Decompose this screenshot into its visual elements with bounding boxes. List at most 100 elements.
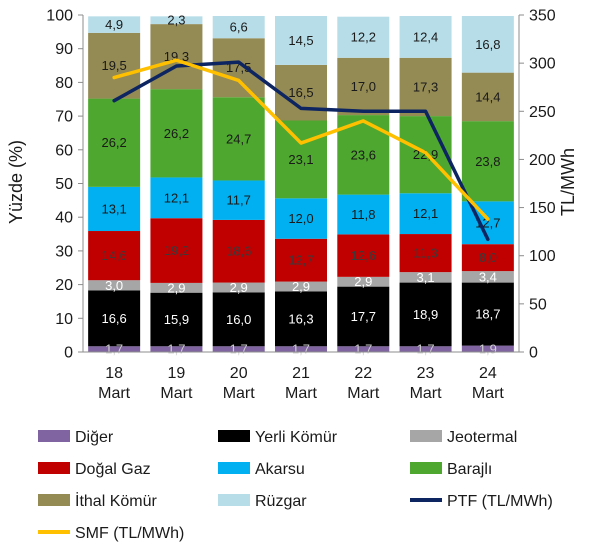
segment-label: 13,1	[101, 201, 126, 216]
line-series-0	[112, 60, 490, 242]
bar-segment-5-6	[461, 121, 514, 202]
bar-segment-4-2	[212, 180, 265, 220]
bar-segment-1-2	[212, 292, 265, 347]
x-category-label: Mart	[472, 385, 505, 402]
legend: Diğer Yerli Kömür Jeotermal Doğal Gaz Akarsu…	[38, 429, 553, 542]
right-tick-label: 350	[529, 8, 556, 25]
segment-label: 2,9	[354, 274, 372, 289]
legend-label: İthal Kömür	[75, 491, 157, 510]
left-tick-label: 100	[46, 8, 73, 25]
bar-segment-2-0	[88, 280, 141, 291]
segment-label: 4,9	[105, 17, 123, 32]
legend-label: Akarsu	[255, 461, 305, 478]
x-category-label: 20	[230, 365, 248, 382]
bar-segment-3-3	[275, 238, 327, 282]
bar-segment-7-4	[337, 16, 390, 58]
legend-swatch	[38, 494, 70, 506]
legend-label: Jeotermal	[447, 429, 517, 446]
bar-segment-0-0	[88, 346, 141, 352]
segment-label: 12,0	[288, 211, 313, 226]
x-category-label: 22	[354, 365, 372, 382]
left-tick-label: 0	[64, 345, 73, 362]
segment-label: 14,6	[101, 248, 126, 263]
bar-segment-2-1	[150, 282, 203, 293]
bar-segment-6-6	[461, 72, 514, 122]
bar-segment-1-5	[399, 282, 452, 347]
bar-segment-4-1	[150, 177, 203, 219]
bar-segment-6-2	[212, 38, 265, 98]
bar-segment-4-5	[399, 193, 452, 235]
bar-segment-0-3	[275, 346, 327, 352]
bar-segment-0-5	[399, 346, 452, 352]
segment-label: 1,9	[479, 341, 497, 356]
bar-segment-1-4	[337, 286, 390, 347]
bar-segment-4-4	[337, 194, 390, 235]
legend-label: PTF (TL/MWh)	[447, 493, 553, 510]
left-tick-label: 90	[55, 41, 73, 58]
segment-label: 18,9	[413, 307, 438, 322]
right-tick-label: 100	[529, 248, 556, 265]
segment-label: 23,8	[475, 154, 500, 169]
right-tick-label: 250	[529, 104, 556, 121]
segment-label: 12,1	[413, 206, 438, 221]
segment-label: 1,7	[417, 342, 435, 357]
segment-label: 17,0	[351, 79, 376, 94]
segment-label: 12,7	[288, 253, 313, 268]
segment-label: 1,7	[105, 342, 123, 357]
x-category-label: 19	[168, 365, 186, 382]
left-tick-label: 70	[55, 109, 73, 126]
x-category-label: 18	[105, 365, 123, 382]
segment-label: 16,0	[226, 312, 251, 327]
legend-label: SMF (TL/MWh)	[75, 525, 184, 542]
bar-segment-4-0	[88, 186, 141, 232]
segment-label: 16,8	[475, 37, 500, 52]
legend-swatch	[218, 430, 250, 442]
legend-swatch	[410, 430, 442, 442]
legend-swatch	[218, 494, 250, 506]
bar-segment-1-3	[275, 291, 327, 347]
legend-label: Yerli Kömür	[255, 429, 338, 446]
segment-label: 1,7	[167, 342, 185, 357]
x-category-label: Mart	[98, 385, 131, 402]
bar-segment-2-6	[461, 271, 514, 283]
segment-labels: 1,7 16,6 3,0 14,6 13,1 26,2 19,5 4,9 1,7 15,9 2,9 1…	[101, 13, 500, 357]
bar-segment-2-5	[399, 272, 452, 283]
bar-segment-7-0	[88, 16, 141, 33]
bar-segment-1-6	[461, 282, 514, 346]
segment-label: 12,4	[413, 29, 438, 44]
bar-segment-0-6	[461, 345, 514, 352]
segment-label: 19,2	[164, 243, 189, 258]
bar-segment-6-4	[337, 57, 390, 116]
bar-segment-7-1	[150, 16, 203, 25]
bar-segment-1-0	[88, 290, 141, 347]
legend-label: Rüzgar	[255, 493, 307, 510]
bar-segment-6-1	[150, 24, 203, 90]
segment-label: 1,7	[354, 342, 372, 357]
segment-label: 3,0	[105, 278, 123, 293]
segment-label: 3,1	[417, 270, 435, 285]
left-y-ticks: 0 10 20 30 40 50 60 70 80 90 100	[46, 8, 73, 362]
segment-label: 2,9	[230, 280, 248, 295]
legend-swatch	[38, 462, 70, 474]
segment-label: 14,5	[288, 33, 313, 48]
bar-segment-7-3	[275, 16, 327, 65]
right-y-axis-title: TL/MWh	[558, 148, 578, 216]
x-category-label: Mart	[347, 385, 380, 402]
bar-segment-3-2	[212, 219, 265, 283]
bar-segment-3-0	[88, 231, 141, 281]
segment-label: 24,7	[226, 131, 251, 146]
bar-segment-7-6	[461, 16, 514, 73]
right-tick-label: 300	[529, 56, 556, 73]
x-category-label: 23	[417, 365, 435, 382]
bar-segment-5-2	[212, 97, 265, 181]
left-tick-label: 80	[55, 75, 73, 92]
segment-label: 17,3	[413, 79, 438, 94]
bar-segment-7-5	[399, 16, 452, 58]
segment-label: 12,6	[351, 248, 376, 263]
segment-label: 18,7	[475, 307, 500, 322]
bar-segment-6-0	[88, 32, 141, 99]
segment-label: 2,3	[167, 13, 185, 28]
right-tick-label: 0	[529, 345, 538, 362]
segment-label: 26,2	[164, 126, 189, 141]
bar-segment-6-5	[399, 57, 452, 117]
